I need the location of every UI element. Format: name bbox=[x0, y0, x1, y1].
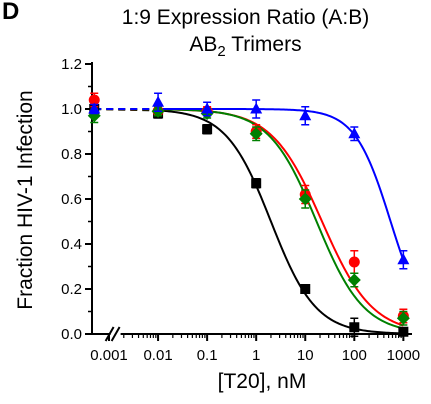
fit-curve bbox=[158, 109, 404, 335]
data-point-diamond bbox=[298, 192, 312, 206]
data-point-triangle bbox=[299, 109, 312, 121]
chart-title-trimer-rest: Trimers bbox=[225, 33, 302, 56]
y-tick-label: 0.8 bbox=[61, 146, 82, 163]
data-point-square bbox=[300, 284, 311, 294]
x-tick-label: 0.01 bbox=[143, 347, 172, 364]
y-tick-label: 0.6 bbox=[61, 191, 82, 208]
x-tick-label: 10 bbox=[297, 347, 314, 364]
y-tick-label: 0.2 bbox=[61, 281, 82, 298]
fit-curve bbox=[158, 108, 404, 330]
data-point-triangle bbox=[397, 253, 410, 265]
chart-title-trimer-main: AB bbox=[189, 33, 218, 56]
panel-letter: D bbox=[2, 0, 20, 25]
chart-title-line2: AB2 Trimers bbox=[0, 33, 431, 60]
y-tick-label: 0.0 bbox=[61, 326, 82, 343]
y-axis-label: Fraction HIV-1 Infection bbox=[14, 90, 37, 309]
data-point-square bbox=[349, 322, 360, 333]
x-tick-label: 0.001 bbox=[90, 347, 128, 364]
data-point-diamond bbox=[249, 127, 263, 141]
x-tick-label: 100 bbox=[342, 347, 367, 364]
chart-axes: 0.0 0.2 0.4 0.6 0.8 1.0 1.2 0.001 0.01 0.1 1 10 100 1… bbox=[61, 56, 420, 364]
fit-curve bbox=[158, 108, 404, 327]
data-point-square bbox=[251, 178, 262, 189]
data-point-square bbox=[398, 326, 409, 337]
x-tick-label: 1000 bbox=[387, 347, 420, 364]
x-axis-break-mark bbox=[110, 326, 121, 342]
x-axis-label: [T20], nM bbox=[218, 370, 307, 393]
chart-title-subscript: 2 bbox=[217, 43, 226, 61]
data-point-circle bbox=[348, 256, 360, 268]
data-point-diamond bbox=[347, 273, 361, 287]
fit-curves bbox=[94, 108, 405, 335]
chart-title-line1: 1:9 Expression Ratio (A:B) bbox=[121, 6, 370, 29]
data-point-triangle bbox=[250, 102, 263, 114]
y-tick-label: 1.2 bbox=[61, 56, 82, 73]
data-point-circle bbox=[88, 94, 100, 106]
data-point-triangle bbox=[88, 102, 101, 114]
data-markers bbox=[87, 92, 410, 337]
data-point-triangle bbox=[201, 102, 214, 114]
y-tick-label: 0.4 bbox=[61, 236, 82, 253]
data-point-square bbox=[202, 124, 213, 135]
x-tick-label: 1 bbox=[252, 347, 260, 364]
fit-curve bbox=[158, 108, 405, 261]
data-point-triangle bbox=[348, 127, 361, 139]
y-tick-label: 1.0 bbox=[61, 101, 82, 118]
data-point-triangle bbox=[152, 95, 165, 107]
x-tick-label: 0.1 bbox=[197, 347, 218, 364]
data-point-diamond bbox=[396, 311, 410, 325]
